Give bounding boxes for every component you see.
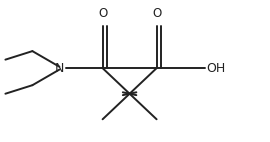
Text: O: O [152,7,161,20]
Text: O: O [98,7,107,20]
Text: OH: OH [207,62,226,75]
Text: N: N [55,62,64,75]
